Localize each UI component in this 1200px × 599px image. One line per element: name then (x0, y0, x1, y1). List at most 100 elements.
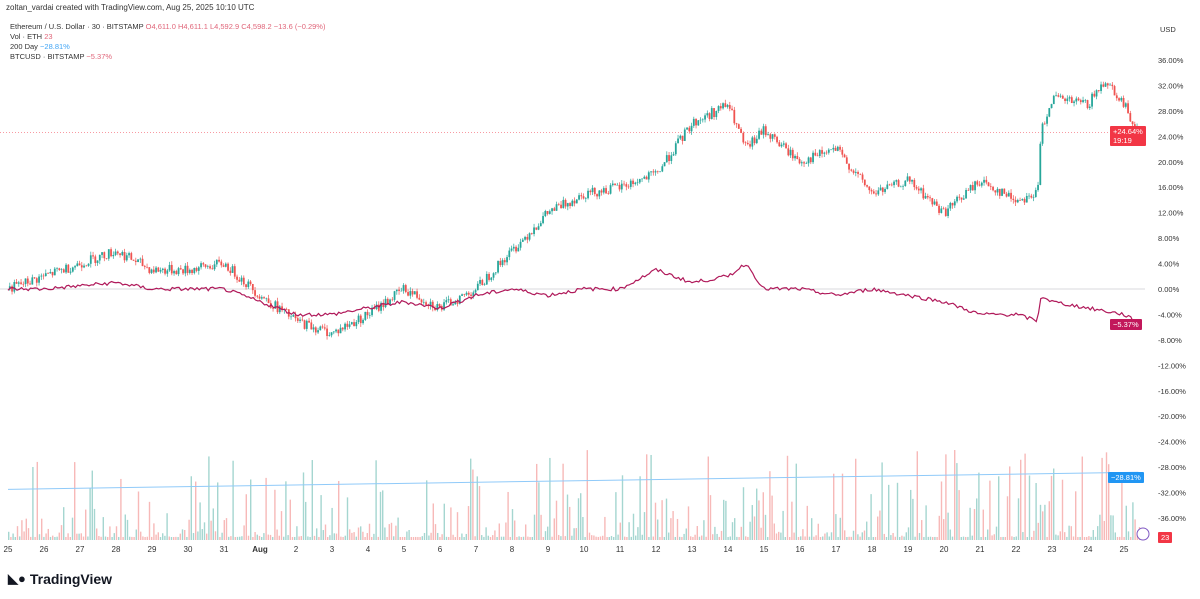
volume-bar (1116, 536, 1119, 540)
volume-bar (476, 476, 478, 540)
volume-bar (734, 518, 736, 540)
eth-candle (778, 142, 781, 147)
eth-candle (812, 152, 814, 163)
legend-ma[interactable]: 200 Day −28.81% (10, 42, 325, 52)
volume-bar (1000, 536, 1002, 540)
volume-bar (782, 510, 784, 540)
volume-bar (428, 535, 430, 540)
volume-bar (890, 535, 892, 540)
volume-bar (170, 536, 173, 540)
volume-bar (925, 505, 927, 540)
eth-candle (641, 178, 643, 180)
eth-candle (418, 297, 421, 300)
volume-bar (846, 536, 848, 540)
volume-bar (159, 537, 162, 540)
x-tick-label: 6 (438, 545, 443, 554)
eth-candle (735, 123, 738, 125)
eth-candle (850, 169, 853, 171)
volume-bar (456, 512, 459, 540)
volume-bar (410, 536, 412, 540)
volume-bar (1086, 536, 1088, 540)
eth-candle (805, 163, 808, 164)
volume-bar (976, 498, 978, 540)
eth-candle (722, 103, 724, 109)
x-tick-label: 25 (4, 545, 13, 554)
vol-label: Vol · ETH (10, 32, 43, 41)
eth-candle (200, 263, 202, 268)
volume-bar (203, 522, 206, 540)
volume-bar (630, 536, 632, 540)
volume-bar (192, 533, 195, 540)
eth-candle (337, 329, 340, 334)
volume-bar (494, 530, 496, 540)
volume-bar (153, 523, 155, 540)
eth-candle (791, 149, 794, 159)
x-tick-label: 29 (148, 545, 157, 554)
eth-candle (978, 184, 981, 186)
eth-candle (1032, 197, 1035, 198)
volume-bar (274, 489, 276, 540)
eth-candle (218, 259, 220, 262)
volume-bar (800, 536, 802, 540)
eth-candle (245, 284, 247, 288)
eth-candle (182, 269, 184, 274)
eth-candle (764, 126, 767, 136)
volume-bar (267, 534, 269, 540)
volume-bar (604, 516, 606, 540)
eth-candle (328, 335, 331, 337)
volume-bar (463, 537, 465, 540)
eth-candle (1016, 200, 1019, 203)
volume-bar (615, 492, 617, 540)
volume-bar (56, 536, 58, 540)
eth-candle (1102, 84, 1105, 87)
eth-candle (425, 302, 427, 305)
volume-bar (648, 536, 650, 540)
volume-bar (934, 536, 936, 540)
eth-candle (105, 258, 108, 259)
legend-volume[interactable]: Vol · ETH 23 (10, 32, 325, 42)
eth-candle (11, 286, 13, 292)
volume-bar (652, 536, 654, 540)
eth-candle (184, 265, 187, 274)
eth-candle (571, 200, 574, 206)
volume-bar (404, 536, 406, 540)
eth-candle (965, 189, 967, 199)
eth-candle (359, 315, 362, 324)
eth-candle (29, 283, 31, 285)
eth-candle (67, 264, 70, 273)
tradingview-logo[interactable]: ◣● TradingView (8, 571, 112, 587)
eth-candle (697, 120, 700, 126)
volume-bar (841, 473, 844, 540)
volume-bar (573, 528, 575, 540)
volume-bar (991, 535, 993, 540)
volume-bar (133, 536, 135, 540)
eth-candle (472, 292, 475, 296)
eth-candle (506, 257, 508, 263)
eth-candle (706, 113, 709, 116)
eth-candle (281, 306, 283, 311)
eth-candle (904, 180, 907, 187)
eth-candle (755, 138, 758, 144)
eth-candle (110, 249, 112, 257)
volume-bar (426, 480, 428, 540)
legend-symbol[interactable]: Ethereum / U.S. Dollar · 30 · BITSTAMP O… (10, 22, 325, 32)
volume-bar (716, 533, 718, 540)
eth-candle (875, 193, 877, 195)
eth-candle (242, 277, 245, 285)
volume-bar (848, 536, 850, 540)
eth-candle (807, 157, 810, 164)
volume-bar (320, 495, 322, 540)
legend-btc[interactable]: BTCUSD · BITSTAMP −5.37% (10, 52, 325, 62)
volume-bar (808, 536, 811, 540)
volume-bar (1026, 537, 1028, 540)
volume-bar (619, 522, 621, 540)
eth-candle (310, 322, 313, 330)
volume-bar (239, 536, 241, 540)
volume-bar (509, 536, 511, 540)
eth-candle (17, 282, 20, 284)
eth-candle (616, 184, 619, 186)
eth-candle (749, 144, 751, 147)
goto-realtime-icon[interactable] (1136, 527, 1150, 541)
y-tick-label: -32.00% (1158, 489, 1186, 498)
